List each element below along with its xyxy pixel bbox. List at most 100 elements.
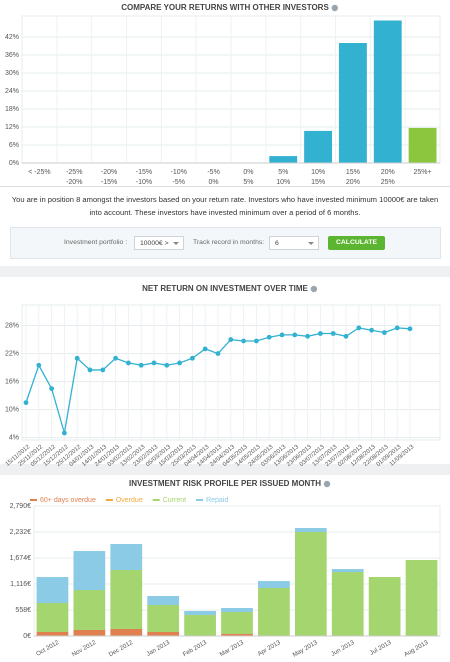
point bbox=[36, 362, 42, 368]
info-icon bbox=[310, 285, 318, 293]
x-tick-label: May 2013 bbox=[292, 639, 320, 659]
point bbox=[164, 362, 170, 368]
bar-segment bbox=[147, 631, 180, 636]
label-line: 20% bbox=[381, 169, 395, 176]
point bbox=[292, 332, 298, 338]
section-gap bbox=[0, 266, 450, 277]
y-tick-label: 24% bbox=[5, 88, 19, 95]
divider bbox=[0, 186, 450, 187]
label-line: 5% bbox=[243, 179, 253, 186]
point bbox=[394, 325, 400, 331]
x-tick-label: Feb 2013 bbox=[182, 639, 209, 658]
y-tick-label: 558€ bbox=[15, 607, 31, 614]
point bbox=[305, 333, 310, 339]
section-gap bbox=[0, 464, 450, 475]
x-tick-label: -15% -10% bbox=[136, 169, 152, 186]
bar bbox=[304, 130, 333, 163]
x-tick-label: -10% -5% bbox=[171, 169, 187, 186]
label-line: < -25% bbox=[28, 169, 50, 176]
label-line: 10% bbox=[276, 179, 290, 186]
y-tick-label: 1,116€ bbox=[10, 581, 31, 588]
y-tick-label: 1,674€ bbox=[10, 555, 32, 562]
label-line: 25% bbox=[381, 179, 395, 186]
point bbox=[62, 430, 67, 436]
y-tick-label: 22% bbox=[5, 350, 19, 357]
point bbox=[151, 360, 157, 366]
y-tick-label: 6% bbox=[9, 142, 19, 149]
bar-segment bbox=[36, 631, 69, 636]
bar-segment bbox=[110, 544, 143, 571]
point bbox=[241, 338, 247, 344]
x-tick-label: 20% 25% bbox=[381, 169, 395, 186]
point bbox=[369, 327, 374, 333]
label-line: 0% bbox=[243, 169, 253, 176]
x-tick-label: Mar 2013 bbox=[219, 639, 246, 658]
label-line: -5% bbox=[173, 179, 185, 186]
label-line: 10% bbox=[311, 169, 325, 176]
point bbox=[382, 330, 387, 335]
bar-segment bbox=[36, 603, 69, 632]
point bbox=[87, 367, 93, 373]
x-tick-label: -25% -20% bbox=[66, 169, 82, 186]
bar-segment bbox=[73, 629, 106, 636]
point bbox=[202, 346, 208, 352]
point bbox=[125, 360, 131, 366]
point bbox=[356, 325, 362, 331]
point bbox=[177, 360, 183, 366]
x-tick-label: 15% 20% bbox=[346, 169, 360, 186]
point bbox=[215, 351, 221, 356]
x-tick-label: 25%+ bbox=[414, 169, 432, 176]
bar-segment bbox=[36, 577, 69, 604]
label-line: 20% bbox=[346, 179, 360, 186]
label-line: 25%+ bbox=[414, 169, 432, 176]
x-tick-label: -5% 0% bbox=[207, 169, 219, 186]
bar-segment bbox=[147, 596, 180, 606]
months-select[interactable]: 6 bbox=[269, 236, 319, 250]
x-tick-label: Aug 2013 bbox=[403, 639, 430, 659]
bar bbox=[269, 156, 298, 163]
calculate-button[interactable]: CALCULATE bbox=[328, 236, 385, 250]
y-tick-label: 0€ bbox=[23, 633, 31, 640]
bar-segment bbox=[294, 532, 327, 636]
bar-segment bbox=[294, 527, 327, 532]
bar bbox=[338, 43, 367, 163]
label-line: -20% bbox=[101, 169, 117, 176]
legend-label: Current bbox=[163, 497, 186, 504]
bar-segment bbox=[221, 612, 253, 634]
bar-segment bbox=[73, 551, 106, 591]
x-tick-label: 0% 5% bbox=[243, 169, 253, 186]
point bbox=[228, 337, 234, 342]
y-tick-label: 2,790€ bbox=[10, 503, 32, 510]
x-tick-label: Jun 2013 bbox=[330, 639, 356, 658]
legend-label: Overdue bbox=[116, 497, 143, 504]
info-text: You are in position 8 amongst the invest… bbox=[11, 195, 439, 217]
bar-segment bbox=[221, 607, 253, 613]
point bbox=[407, 326, 413, 332]
point bbox=[100, 367, 106, 373]
bar-segment bbox=[221, 633, 253, 636]
label-line: -10% bbox=[171, 169, 187, 176]
legend-label: Repaid bbox=[206, 497, 228, 504]
bar-segment bbox=[331, 569, 364, 573]
x-tick-label: -20% -15% bbox=[101, 169, 117, 186]
point bbox=[254, 338, 259, 344]
label-line: 0% bbox=[209, 179, 219, 186]
point bbox=[330, 331, 336, 336]
y-tick-label: 12% bbox=[5, 124, 19, 131]
point bbox=[279, 332, 285, 338]
label-line: -15% bbox=[136, 169, 152, 176]
label-line: 15% bbox=[311, 179, 325, 186]
x-tick-label: Oct 2012 bbox=[35, 639, 61, 658]
bar-segment bbox=[110, 570, 143, 630]
portfolio-select[interactable]: 10000€ > bbox=[134, 236, 184, 250]
x-tick-label: 10% 15% bbox=[311, 169, 325, 186]
bar-segment bbox=[405, 560, 438, 636]
chart-title: INVESTMENT RISK PROFILE PER ISSUED MONTH bbox=[129, 479, 321, 488]
y-tick-label: 18% bbox=[5, 106, 19, 113]
bar-segment bbox=[368, 577, 401, 636]
point bbox=[318, 331, 323, 336]
label-line: -10% bbox=[136, 179, 152, 186]
point bbox=[113, 355, 118, 361]
portfolio-label: Investment portfolio : bbox=[64, 239, 128, 246]
